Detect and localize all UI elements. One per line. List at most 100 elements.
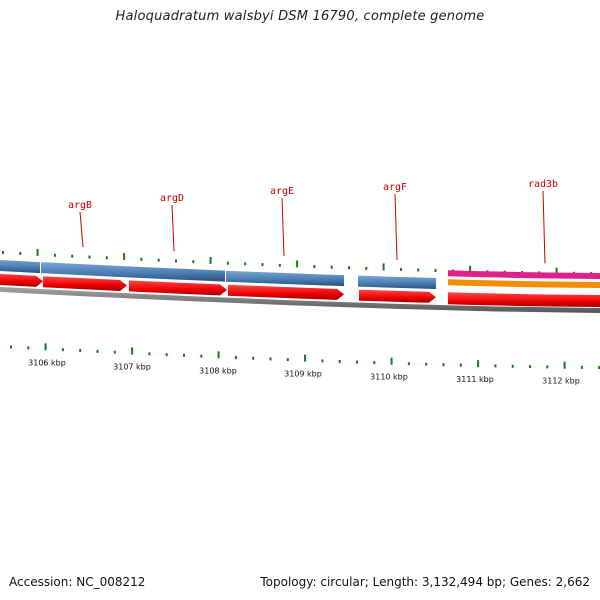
viewer-title: Haloquadratum walsbyi DSM 16790, complet… <box>115 9 485 24</box>
gene-label: rad3b <box>528 179 558 190</box>
tick-mark <box>417 268 420 272</box>
tick-mark <box>399 268 402 271</box>
gene-label-line <box>542 190 546 264</box>
tick-mark <box>278 263 281 267</box>
tick-mark <box>529 365 531 369</box>
tick-mark <box>61 348 64 352</box>
gene-label-line <box>79 211 84 248</box>
tick-mark <box>71 254 74 258</box>
gene-label-line <box>394 193 398 260</box>
kbp-label: 3110 kbp <box>370 373 408 382</box>
tick-mark <box>217 351 220 359</box>
tick-mark <box>348 266 350 270</box>
gene-label: argD <box>160 193 184 204</box>
tick-mark <box>511 364 514 368</box>
tick-mark <box>494 364 497 368</box>
tick-mark <box>2 251 4 255</box>
tick-mark <box>269 357 272 361</box>
tick-mark <box>425 362 428 366</box>
gene-label-line <box>171 204 175 252</box>
tick-mark <box>252 356 255 360</box>
tick-mark <box>157 258 160 262</box>
tick-mark <box>209 257 212 264</box>
tick-mark <box>19 252 22 255</box>
gene-label: argE <box>270 186 294 197</box>
tick-mark <box>234 356 237 359</box>
tick-mark <box>96 349 99 353</box>
tick-mark <box>338 360 341 363</box>
tick-mark <box>313 265 316 269</box>
tick-mark <box>390 357 393 365</box>
tick-mark <box>477 360 480 368</box>
tick-mark <box>36 248 39 256</box>
cds-track-segment <box>226 270 344 287</box>
tick-mark <box>382 263 385 271</box>
tick-mark <box>563 361 566 369</box>
kbp-label: 3112 kbp <box>542 377 580 386</box>
gene-labels: argB argD argE argF rad3b <box>68 179 558 264</box>
tick-mark <box>330 265 333 269</box>
gene-arrow <box>359 289 436 303</box>
tick-mark <box>88 255 91 259</box>
tick-mark <box>469 265 472 273</box>
tick-mark <box>321 359 324 363</box>
tick-mark <box>183 353 185 357</box>
gene-label: argB <box>68 200 92 211</box>
kbp-label: 3106 kbp <box>28 358 66 367</box>
kbp-label: 3111 kbp <box>456 375 494 384</box>
cds-track-segment <box>41 262 225 282</box>
tick-mark <box>105 256 108 260</box>
genome-summary-text: Topology: circular; Length: 3,132,494 bp… <box>260 575 590 589</box>
tick-mark <box>555 267 558 275</box>
tick-mark <box>200 354 203 358</box>
tick-mark <box>140 257 143 261</box>
tick-mark <box>244 262 247 266</box>
backbone-line <box>0 286 600 313</box>
tick-mark <box>546 365 549 369</box>
kbp-label: 3109 kbp <box>284 370 322 379</box>
tick-mark <box>365 266 368 270</box>
gene-label-line <box>281 197 285 256</box>
tick-mark <box>123 253 126 261</box>
cds-track-segment <box>0 260 40 274</box>
tick-mark <box>53 253 56 257</box>
gene-arrow <box>0 273 43 287</box>
gene-arrow <box>228 284 344 300</box>
tick-mark <box>131 347 134 355</box>
tick-mark <box>10 345 12 349</box>
gene-label: argF <box>383 182 407 193</box>
tick-mark <box>261 263 264 267</box>
gene-tracks <box>0 260 600 313</box>
tick-mark <box>175 259 177 263</box>
kbp-label: 3107 kbp <box>113 363 151 372</box>
tick-mark <box>580 365 583 369</box>
gene-arrow <box>129 280 227 296</box>
position-labels: 3106 kbp 3107 kbp 3108 kbp 3109 kbp 3110 kbp… <box>28 358 580 385</box>
highlight-strip <box>448 270 600 279</box>
tick-mark <box>192 260 195 264</box>
tick-mark <box>373 361 376 365</box>
highlight-strip <box>448 279 600 288</box>
tick-mark <box>407 362 410 366</box>
tick-mark <box>304 354 307 362</box>
tick-mark <box>356 360 358 364</box>
tick-mark <box>296 260 299 268</box>
tick-mark <box>165 353 168 357</box>
cds-track-segment <box>358 275 436 289</box>
tick-mark <box>442 363 445 367</box>
tick-mark <box>598 366 600 369</box>
tick-mark <box>79 349 82 352</box>
tick-mark <box>44 343 47 351</box>
tick-mark <box>459 363 462 367</box>
tick-mark <box>148 352 151 356</box>
gene-arrow <box>43 276 127 291</box>
gene-arrow <box>448 292 600 307</box>
tick-mark <box>434 269 437 272</box>
tick-mark <box>27 346 30 350</box>
accession-text: Accession: NC_008212 <box>9 575 146 589</box>
tick-mark <box>286 358 289 362</box>
tick-mark <box>113 350 116 354</box>
tick-mark <box>226 261 229 265</box>
